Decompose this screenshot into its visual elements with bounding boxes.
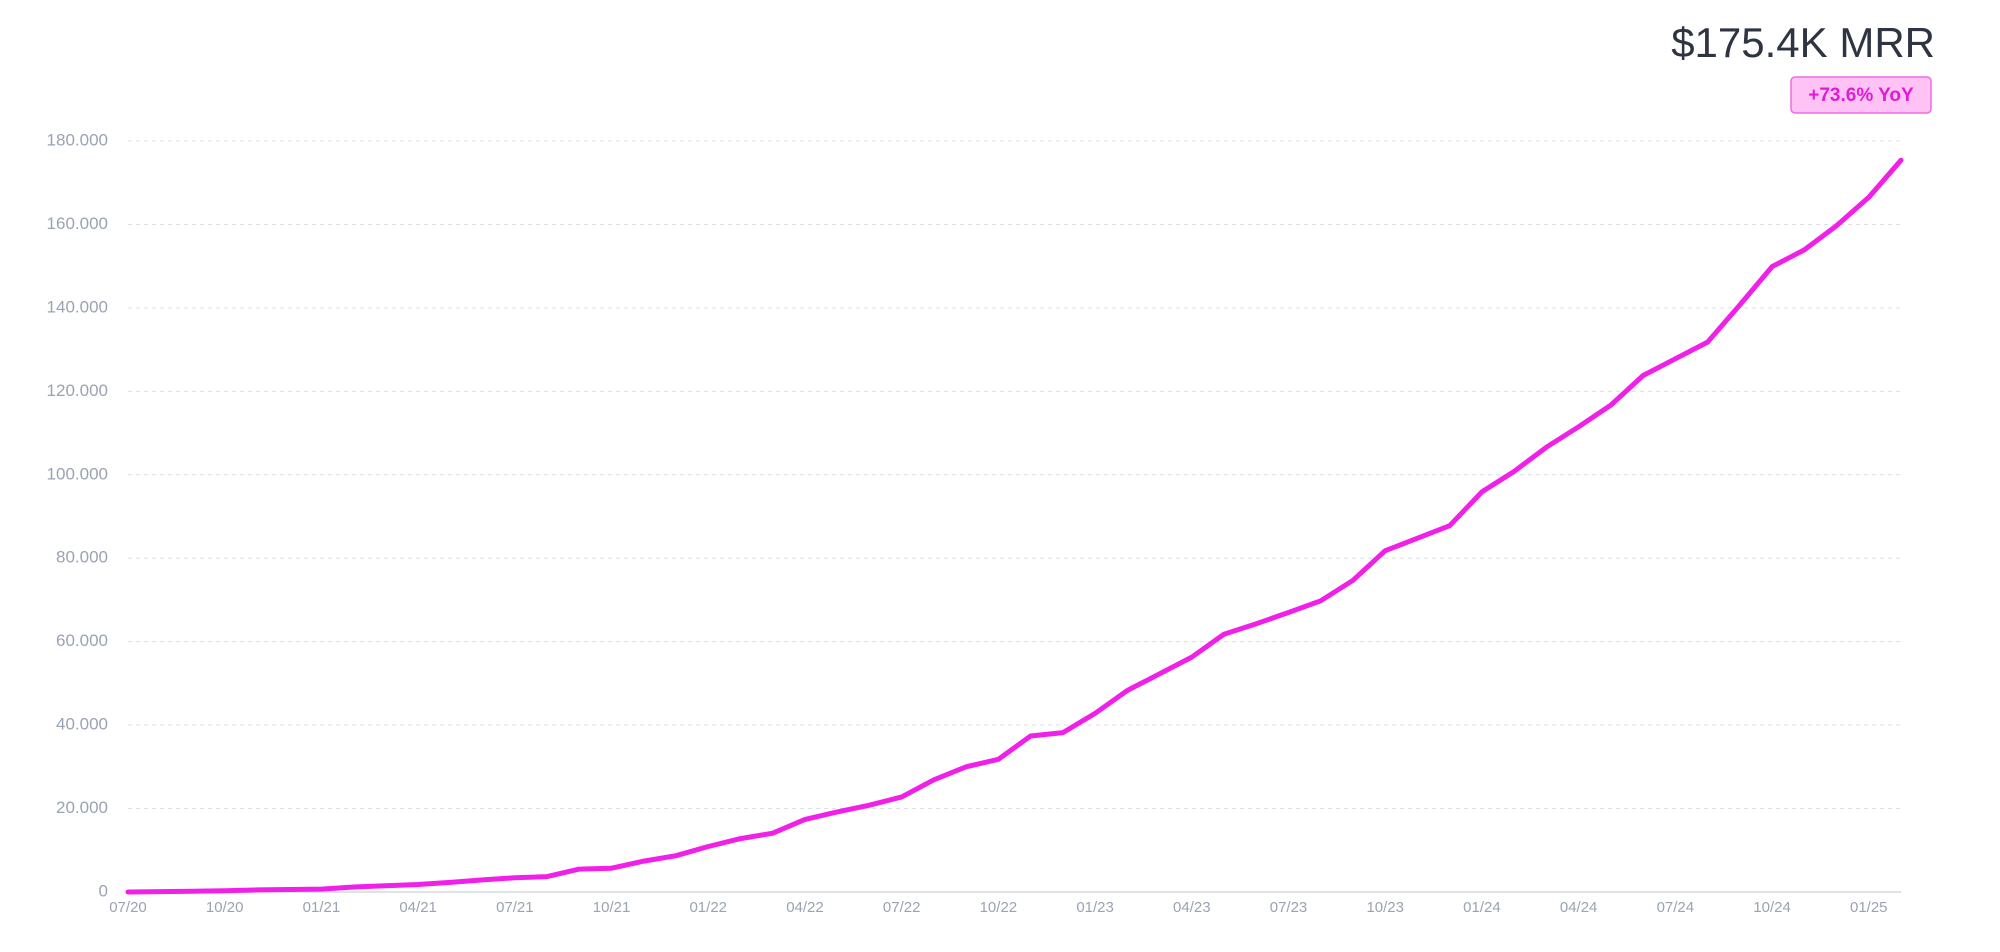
x-tick-label: 07/21 — [496, 899, 534, 916]
chart-title: $175.4K MRR — [1671, 19, 1935, 66]
x-tick-label: 10/22 — [980, 899, 1018, 916]
x-tick-label: 01/21 — [303, 899, 341, 916]
x-tick-label: 10/24 — [1753, 899, 1791, 916]
x-tick-label: 04/21 — [399, 899, 437, 916]
x-tick-label: 04/23 — [1173, 899, 1211, 916]
x-tick-label: 07/24 — [1657, 899, 1695, 916]
y-tick-label: 60.000 — [56, 631, 108, 650]
x-tick-label: 01/23 — [1076, 899, 1114, 916]
y-tick-label: 140.000 — [47, 297, 108, 316]
y-tick-label: 20.000 — [56, 798, 108, 817]
y-tick-label: 100.000 — [47, 464, 108, 483]
y-tick-label: 40.000 — [56, 715, 108, 734]
x-tick-label: 01/25 — [1850, 899, 1888, 916]
y-tick-label: 180.000 — [47, 130, 108, 149]
x-tick-label: 07/23 — [1270, 899, 1308, 916]
badge — [1790, 76, 1932, 114]
x-tick-label: 07/22 — [883, 899, 921, 916]
line — [125, 157, 1904, 895]
y-tick-label: 160.000 — [47, 214, 108, 233]
y-tick-label: 120.000 — [47, 381, 108, 400]
x-tick-label: 04/24 — [1560, 899, 1598, 916]
x-tick-label: 10/21 — [593, 899, 631, 916]
y-tick-label: 0 — [99, 881, 108, 900]
x-tick-label: 07/20 — [109, 899, 147, 916]
x-tick-label: 10/23 — [1366, 899, 1404, 916]
x-tick-label: 01/22 — [689, 899, 727, 916]
y-tick-label: 80.000 — [56, 548, 108, 567]
x-tick-label: 10/20 — [206, 899, 244, 916]
badge-text: +73.6% YoY — [1808, 85, 1914, 106]
x-tick-label: 04/22 — [786, 899, 824, 916]
x-tick-label: 01/24 — [1463, 899, 1501, 916]
